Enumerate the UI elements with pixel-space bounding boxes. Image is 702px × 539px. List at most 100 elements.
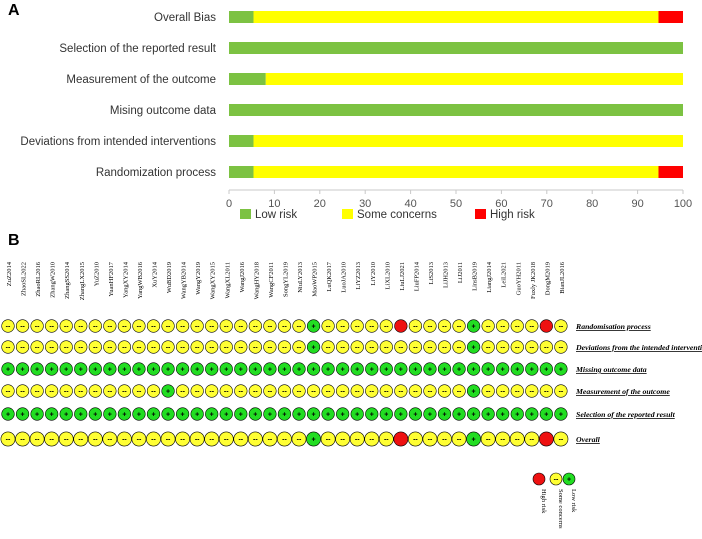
rating-symbol: -- — [457, 388, 462, 395]
rating-symbol: + — [93, 411, 97, 418]
rating-dot — [321, 384, 335, 398]
rating-symbol: -- — [224, 344, 229, 351]
study-label: WuBD2019 — [166, 262, 173, 293]
rating-symbol: -- — [108, 436, 113, 443]
study-label: YangWB2016 — [137, 261, 144, 299]
rating-dot — [306, 340, 321, 354]
x-tick-label: 30 — [359, 198, 371, 210]
study-label: YuZ2010 — [93, 262, 100, 286]
rating-dot — [205, 319, 219, 333]
rating-dot — [336, 384, 350, 398]
rating-dot — [132, 362, 146, 376]
rating-dot — [263, 407, 277, 421]
rating-dot — [321, 362, 335, 376]
legend-label: Some concerns — [557, 489, 564, 529]
rating-symbol: -- — [559, 388, 564, 395]
rating-dot — [234, 384, 248, 398]
rating-symbol: -- — [529, 344, 534, 351]
rating-dot — [190, 407, 204, 421]
study-label: LiYZ2013 — [355, 262, 362, 289]
rating-dot — [15, 340, 30, 354]
rating-dot — [407, 431, 423, 447]
rating-symbol: -- — [180, 388, 185, 395]
rating-dot — [277, 319, 292, 333]
rating-symbol: -- — [529, 323, 534, 330]
legend-swatch — [240, 209, 251, 219]
bar-segment — [229, 73, 266, 85]
rating-symbol: + — [544, 411, 548, 418]
x-tick-label: 60 — [495, 198, 507, 210]
rating-dot — [176, 384, 190, 398]
rating-dot — [539, 362, 553, 376]
rating-symbol: -- — [122, 436, 127, 443]
rating-symbol: -- — [253, 436, 258, 443]
rating-dot — [262, 431, 278, 447]
rating-symbol: -- — [442, 436, 447, 443]
rating-dot — [74, 319, 88, 333]
rating-symbol: -- — [500, 388, 505, 395]
category-label: Mising outcome data — [110, 105, 217, 117]
rating-symbol: + — [282, 366, 286, 373]
rating-symbol: -- — [49, 388, 54, 395]
legend-dot — [562, 472, 576, 486]
rating-dot — [117, 384, 131, 398]
rating-symbol: -- — [442, 344, 447, 351]
rating-symbol: + — [355, 366, 359, 373]
rating-dot — [378, 431, 394, 447]
rating-dot — [190, 340, 204, 354]
rating-dot — [481, 319, 495, 333]
rating-dot — [481, 340, 495, 354]
rating-symbol: + — [472, 344, 476, 351]
rating-dot — [15, 319, 30, 333]
x-tick-label: 0 — [226, 198, 232, 210]
study-label: DongM2019 — [544, 262, 551, 295]
rating-symbol: -- — [35, 436, 40, 443]
rating-symbol: -- — [311, 388, 316, 395]
rating-dot — [29, 431, 45, 447]
study-label: LiY2010 — [370, 262, 377, 285]
rating-symbol: -- — [326, 388, 331, 395]
rating-dot — [146, 407, 161, 421]
study-label: ZuZ2014 — [6, 261, 13, 286]
rating-symbol: -- — [413, 436, 418, 443]
rating-dot — [509, 431, 525, 447]
rating-dot — [74, 407, 88, 421]
rating-dot — [248, 362, 262, 376]
study-label: WangY2019 — [195, 262, 202, 295]
bar-segment — [229, 135, 254, 147]
rating-dot — [15, 384, 30, 398]
rating-dot — [74, 384, 88, 398]
rating-symbol: + — [355, 411, 359, 418]
rating-symbol: -- — [137, 436, 142, 443]
rating-symbol: -- — [224, 388, 229, 395]
rating-dot — [45, 319, 59, 333]
rating-symbol: -- — [442, 388, 447, 395]
rating-symbol: + — [151, 366, 155, 373]
rating-dot — [88, 384, 102, 398]
rating-dot — [408, 407, 423, 421]
rating-symbol: + — [312, 344, 316, 351]
rating-symbol: + — [428, 366, 432, 373]
rating-dot — [408, 362, 423, 376]
legend-label: High risk — [490, 209, 535, 221]
rating-symbol: -- — [209, 388, 214, 395]
x-tick-label: 50 — [450, 198, 462, 210]
rating-dot — [161, 407, 175, 421]
rating-symbol: -- — [413, 388, 418, 395]
rating-dot — [292, 362, 306, 376]
rating-dot — [176, 407, 190, 421]
rating-dot — [248, 407, 262, 421]
rating-symbol: + — [472, 388, 476, 395]
rating-symbol: -- — [238, 436, 243, 443]
rating-symbol: -- — [282, 323, 287, 330]
rating-dot — [320, 431, 336, 447]
rating-symbol: -- — [180, 436, 185, 443]
rating-dot — [190, 362, 204, 376]
rating-symbol: + — [559, 411, 563, 418]
study-label: WangHY2018 — [253, 262, 260, 299]
rating-symbol: + — [210, 411, 214, 418]
rating-symbol: + — [210, 366, 214, 373]
rating-symbol: -- — [399, 388, 404, 395]
rating-symbol: -- — [486, 344, 491, 351]
rating-symbol: + — [399, 411, 403, 418]
